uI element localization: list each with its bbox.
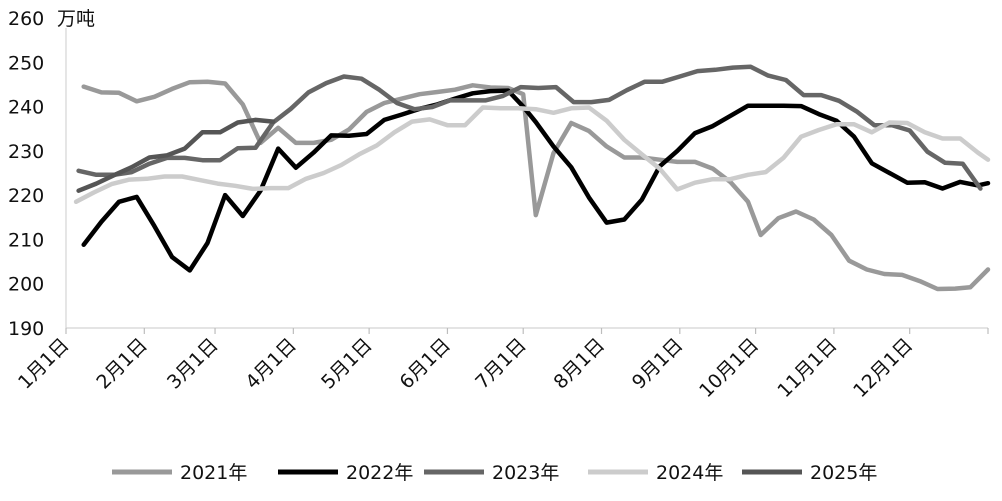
series-layer: [73, 64, 991, 292]
x-tick-label: 2月1日: [92, 334, 152, 394]
y-tick-label: 260: [8, 8, 44, 30]
x-tick-label: 3月1日: [163, 334, 223, 394]
x-tick-label: 6月1日: [395, 334, 455, 394]
y-tick-label: 210: [8, 229, 44, 251]
x-tick-label: 5月1日: [317, 334, 377, 394]
y-tick-label: 200: [8, 274, 44, 296]
unit-label: 万吨: [57, 8, 95, 30]
x-tick-label: 10月1日: [695, 334, 763, 402]
x-tick-label: 11月1日: [773, 334, 841, 402]
x-tick-label: 4月1日: [241, 334, 301, 394]
x-tick-label: 9月1日: [628, 334, 688, 394]
y-tick-label: 230: [8, 141, 44, 163]
x-axis: 1月1日 2月1日 3月1日 4月1日 5月1日 6月1日 7月1日 8月1日 9月1日 10月1…: [14, 327, 989, 402]
legend-label: 2025年: [810, 462, 877, 484]
x-tick-label: 8月1日: [550, 334, 610, 394]
legend-label: 2022年: [346, 462, 413, 484]
series-line-2023年: [76, 64, 983, 191]
y-axis: 190 200 210 220 230 240 250 260 万吨: [8, 8, 95, 340]
y-tick-label: 250: [8, 52, 44, 74]
x-tick-label: 12月1日: [849, 334, 917, 402]
x-tick-label: 7月1日: [471, 334, 531, 394]
legend-label: 2024年: [656, 462, 723, 484]
legend-label: 2021年: [180, 462, 247, 484]
x-tick-label: 1月1日: [14, 334, 74, 394]
y-tick-label: 240: [8, 97, 44, 119]
legend: 2021年 2022年 2023年 2024年 2025年: [112, 462, 877, 484]
legend-label: 2023年: [492, 462, 559, 484]
series-line-2022年: [81, 88, 991, 273]
series-line-2025年: [76, 117, 276, 193]
series-line-2021年: [81, 79, 991, 292]
y-tick-label: 220: [8, 185, 44, 207]
y-tick-label: 190: [8, 318, 44, 340]
series-line-2024年: [73, 105, 991, 205]
